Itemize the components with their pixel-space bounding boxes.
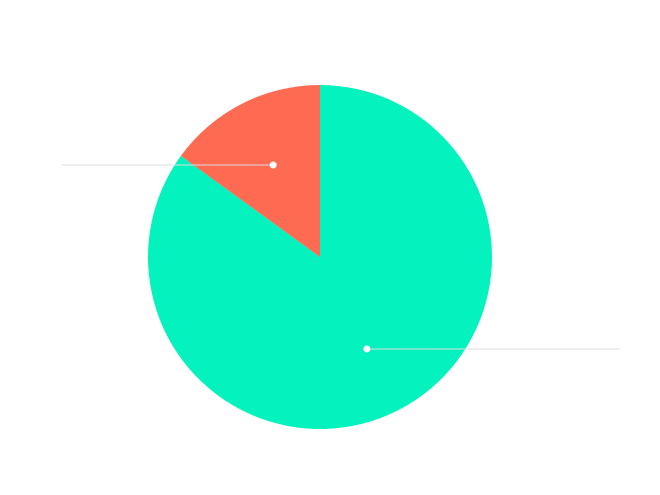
leader-lines [62,161,620,353]
pie-slices [147,85,492,429]
leader-dot-2 [269,161,277,169]
leader-dot-1 [363,345,371,353]
pie-slice-2[interactable] [180,85,320,257]
